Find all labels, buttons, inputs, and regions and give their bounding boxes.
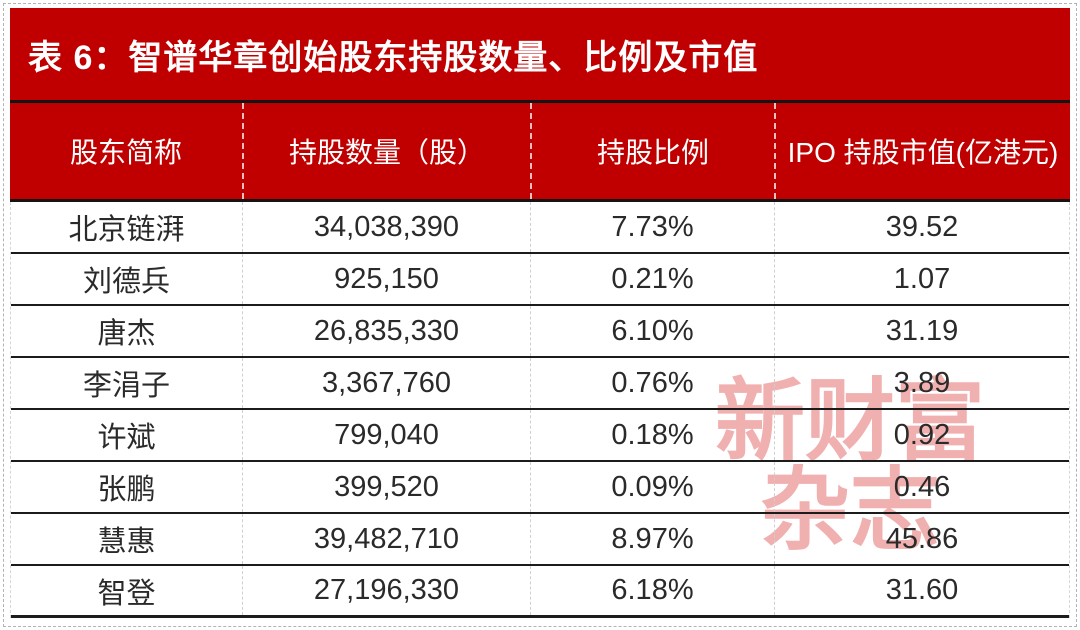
cell-ipo-market-value: 31.60 (774, 566, 1069, 615)
watermark-line1: 新财富 (715, 373, 985, 472)
shareholder-table: 表 6：智谱华章创始股东持股数量、比例及市值 股东简称 持股数量（股） 持股比例… (10, 8, 1070, 618)
cell-shareholding-ratio: 6.10% (530, 306, 774, 356)
cell-shares-held: 799,040 (242, 410, 530, 460)
cell-shareholding-ratio: 8.97% (530, 514, 774, 564)
cell-shareholding-ratio: 0.18% (530, 410, 774, 460)
column-header-ipo-market-value: IPO 持股市值(亿港元) (774, 103, 1070, 199)
cell-ipo-market-value: 0.46 (774, 462, 1069, 512)
cell-shareholding-ratio: 0.21% (530, 254, 774, 304)
cell-shareholding-ratio: 0.76% (530, 358, 774, 408)
cell-shareholding-ratio: 7.73% (530, 202, 774, 252)
table-row: 北京链湃 34,038,390 7.73% 39.52 (11, 202, 1069, 254)
cell-shares-held: 27,196,330 (242, 566, 530, 615)
table-body: 北京链湃 34,038,390 7.73% 39.52 刘德兵 925,150 … (10, 202, 1070, 618)
cell-ipo-market-value: 31.19 (774, 306, 1069, 356)
cell-shares-held: 26,835,330 (242, 306, 530, 356)
cell-shares-held: 925,150 (242, 254, 530, 304)
table-row: 智登 27,196,330 6.18% 31.60 (11, 566, 1069, 618)
cell-shares-held: 3,367,760 (242, 358, 530, 408)
cell-shares-held: 39,482,710 (242, 514, 530, 564)
table-row: 张鹏 399,520 0.09% 0.46 (11, 462, 1069, 514)
cell-ipo-market-value: 45.86 (774, 514, 1069, 564)
cell-shareholder-name: 唐杰 (97, 318, 156, 350)
cell-ipo-market-value: 0.92 (774, 410, 1069, 460)
watermark: 新财富 杂志 (700, 373, 1000, 562)
cell-shareholding-ratio: 6.18% (530, 566, 774, 615)
table-title: 表 6：智谱华章创始股东持股数量、比例及市值 (10, 8, 1070, 103)
table-row: 许斌 799,040 0.18% 0.92 (11, 410, 1069, 462)
cell-shares-held: 34,038,390 (242, 202, 530, 252)
cell-ipo-market-value: 1.07 (774, 254, 1069, 304)
cell-shareholding-ratio: 0.09% (530, 462, 774, 512)
table-row: 慧惠 39,482,710 8.97% 45.86 (11, 514, 1069, 566)
cell-ipo-market-value: 3.89 (774, 358, 1069, 408)
table-row: 李涓子 3,367,760 0.76% 3.89 (11, 358, 1069, 410)
cell-shareholder-name: 刘德兵 (82, 266, 170, 298)
cell-shareholder-name: 许斌 (97, 422, 156, 454)
cell-shareholder-name: 张鹏 (97, 474, 156, 506)
cell-shareholder-name: 李涓子 (82, 370, 170, 402)
cell-ipo-market-value: 39.52 (774, 202, 1069, 252)
cell-shareholder-name: 北京链湃 (68, 214, 185, 246)
cell-shareholder-name: 慧惠 (97, 526, 156, 558)
column-header-shareholder-name: 股东简称 (69, 137, 182, 168)
watermark-line2: 杂志 (760, 462, 940, 562)
column-header-shareholding-ratio: 持股比例 (530, 103, 774, 199)
cell-shares-held: 399,520 (242, 462, 530, 512)
table-row: 刘德兵 925,150 0.21% 1.07 (11, 254, 1069, 306)
table-header-row: 股东简称 持股数量（股） 持股比例 IPO 持股市值(亿港元) (10, 103, 1070, 202)
cell-shareholder-name: 智登 (97, 577, 156, 610)
table-row: 唐杰 26,835,330 6.10% 31.19 (11, 306, 1069, 358)
column-header-shares-held: 持股数量（股） (242, 103, 530, 199)
